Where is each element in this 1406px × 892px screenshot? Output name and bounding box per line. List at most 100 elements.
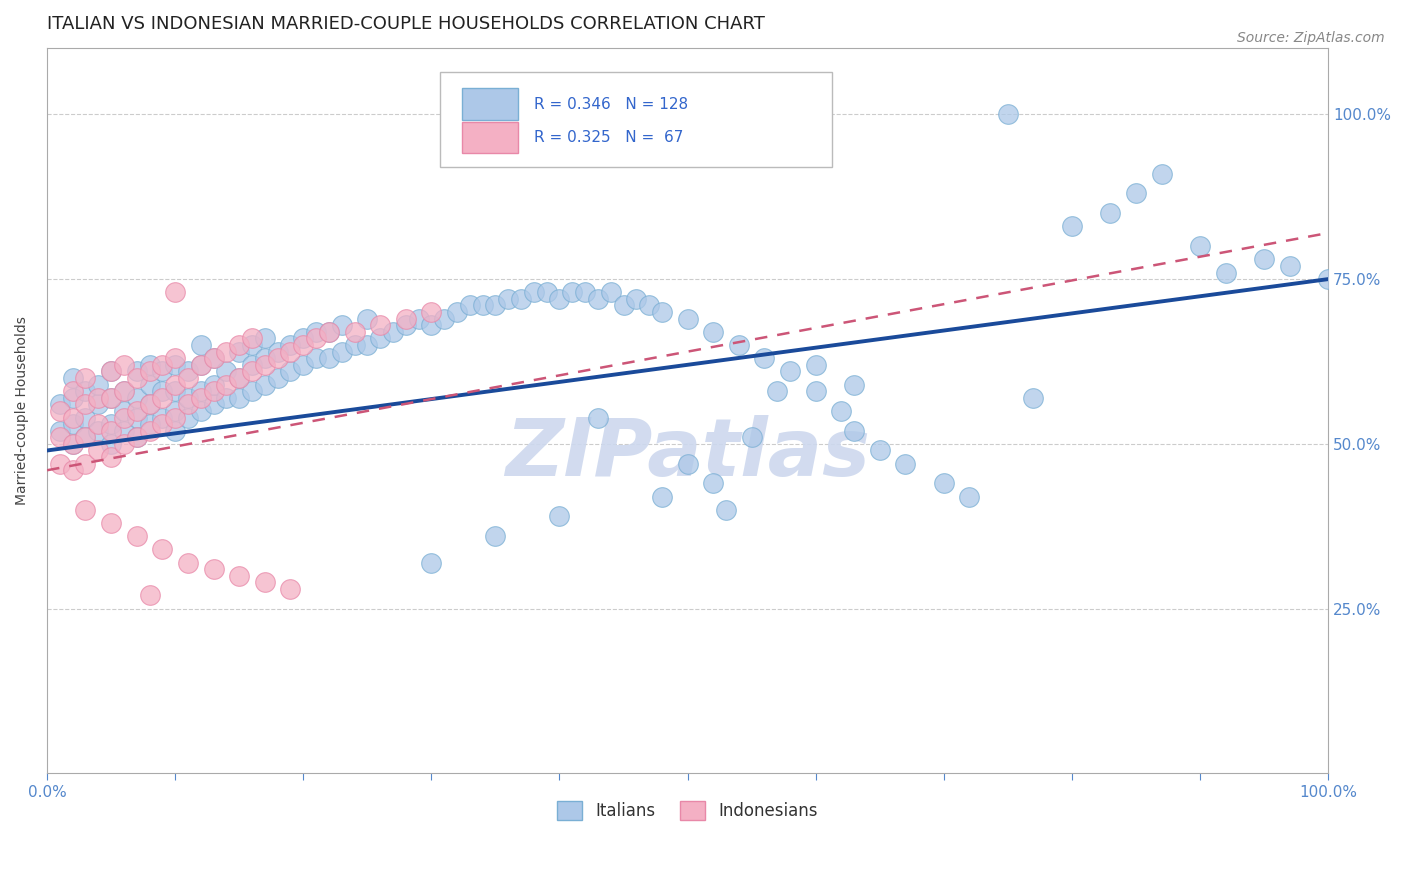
Point xyxy=(100,437,122,451)
Point xyxy=(62,417,84,431)
Point xyxy=(420,556,443,570)
Point xyxy=(125,364,148,378)
Point xyxy=(62,371,84,385)
Point xyxy=(75,397,97,411)
Point xyxy=(586,410,609,425)
Point xyxy=(75,384,97,399)
Point xyxy=(75,371,97,385)
Point xyxy=(612,298,634,312)
Point xyxy=(202,351,225,366)
Point xyxy=(112,384,135,399)
Point xyxy=(112,358,135,372)
Point xyxy=(548,509,571,524)
Point xyxy=(330,318,353,333)
Point xyxy=(112,437,135,451)
Point xyxy=(458,298,481,312)
Point xyxy=(202,397,225,411)
Point xyxy=(253,377,276,392)
Point xyxy=(190,358,212,372)
Point xyxy=(253,351,276,366)
Point xyxy=(100,364,122,378)
Point xyxy=(87,397,110,411)
Point xyxy=(420,318,443,333)
Point xyxy=(305,351,328,366)
Point xyxy=(228,371,250,385)
Point xyxy=(266,344,288,359)
Point xyxy=(49,430,72,444)
Point xyxy=(100,417,122,431)
Point xyxy=(202,384,225,399)
Point xyxy=(395,311,418,326)
Point xyxy=(292,358,315,372)
Point xyxy=(62,391,84,405)
Point xyxy=(318,351,340,366)
Point xyxy=(356,338,378,352)
Point xyxy=(215,344,238,359)
Point xyxy=(727,338,749,352)
Point xyxy=(228,568,250,582)
Point xyxy=(177,397,200,411)
Point xyxy=(177,410,200,425)
Point xyxy=(165,384,187,399)
Point xyxy=(1317,272,1340,286)
Point xyxy=(150,417,173,431)
Point xyxy=(62,437,84,451)
Point xyxy=(215,377,238,392)
Point xyxy=(280,364,302,378)
Point xyxy=(125,371,148,385)
Point xyxy=(138,377,160,392)
Point xyxy=(638,298,661,312)
Point xyxy=(165,424,187,438)
Point xyxy=(125,529,148,543)
Point xyxy=(177,371,200,385)
Point xyxy=(100,516,122,530)
Point xyxy=(228,338,250,352)
Point xyxy=(356,311,378,326)
Point xyxy=(228,391,250,405)
Point xyxy=(484,529,506,543)
Point xyxy=(292,331,315,345)
Point xyxy=(87,443,110,458)
Point xyxy=(190,338,212,352)
Point xyxy=(702,476,724,491)
Point xyxy=(138,589,160,603)
Point xyxy=(228,371,250,385)
Point xyxy=(100,391,122,405)
Point xyxy=(138,358,160,372)
Point xyxy=(165,351,187,366)
Point xyxy=(150,542,173,557)
Point xyxy=(49,404,72,418)
Point xyxy=(1189,239,1212,253)
Point xyxy=(574,285,596,300)
Point xyxy=(305,325,328,339)
Point xyxy=(957,490,980,504)
Point xyxy=(112,384,135,399)
Point xyxy=(202,351,225,366)
Point xyxy=(894,457,917,471)
Point xyxy=(190,391,212,405)
Point xyxy=(318,325,340,339)
Point xyxy=(165,285,187,300)
Point xyxy=(343,325,366,339)
Point xyxy=(305,331,328,345)
Text: ZIPatlas: ZIPatlas xyxy=(505,416,870,493)
Point xyxy=(190,358,212,372)
Point xyxy=(240,384,263,399)
Point xyxy=(75,430,97,444)
Point xyxy=(138,364,160,378)
Point xyxy=(138,397,160,411)
Point xyxy=(150,410,173,425)
Point xyxy=(599,285,621,300)
Point xyxy=(280,338,302,352)
Point xyxy=(292,338,315,352)
Point xyxy=(280,582,302,596)
Point xyxy=(510,292,533,306)
Point xyxy=(87,377,110,392)
Point xyxy=(651,305,673,319)
Point xyxy=(869,443,891,458)
Point xyxy=(150,364,173,378)
Point xyxy=(125,391,148,405)
Point xyxy=(87,417,110,431)
Point xyxy=(190,404,212,418)
Point xyxy=(240,358,263,372)
